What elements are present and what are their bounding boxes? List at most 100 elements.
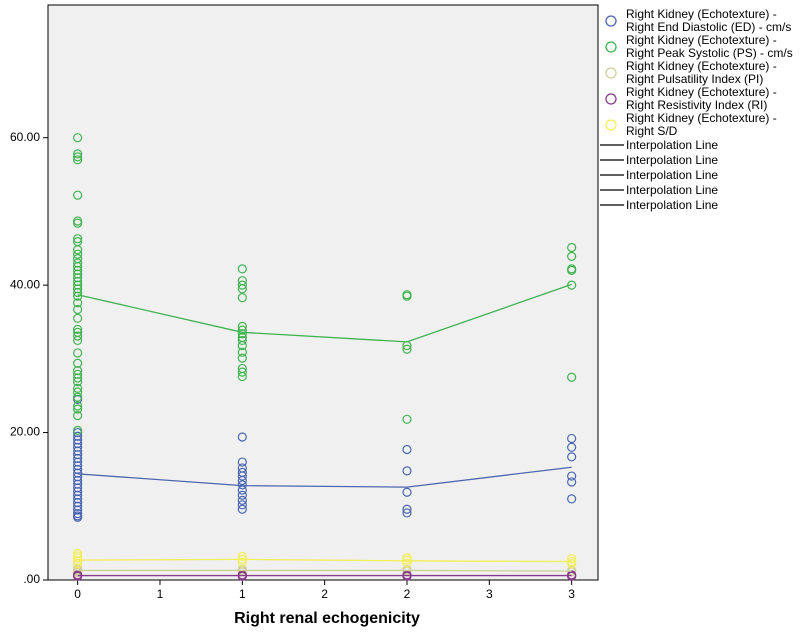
point [567, 433, 577, 444]
point [73, 155, 83, 165]
point [73, 335, 83, 346]
interpolation-line [77, 558, 572, 563]
legend-marker [605, 118, 617, 131]
legend-marker [605, 92, 617, 105]
point [73, 133, 83, 143]
point [567, 565, 577, 576]
legend-icon [600, 174, 624, 176]
point [567, 494, 577, 504]
legend-icon [605, 118, 617, 131]
point [73, 269, 83, 279]
point [73, 446, 83, 456]
point [237, 432, 247, 442]
point [237, 500, 247, 510]
point [73, 280, 83, 290]
point [567, 452, 577, 462]
point [73, 442, 83, 452]
point [567, 265, 577, 275]
point [73, 287, 83, 298]
point [567, 477, 577, 487]
y-tick-label: 20.00 [10, 425, 40, 439]
point [73, 490, 83, 500]
point [73, 258, 83, 268]
legend-entry: Right Kidney (Echotexture) - Right End D… [600, 8, 798, 33]
point [402, 414, 412, 424]
legend-label: Right Kidney (Echotexture) - Right Pulsa… [626, 59, 777, 86]
point [73, 461, 83, 471]
point [567, 372, 577, 382]
point [237, 504, 247, 514]
point [73, 483, 83, 493]
point [73, 387, 83, 397]
point [237, 471, 247, 481]
point [237, 475, 247, 486]
x-tick-label: 0 [74, 587, 81, 601]
point [567, 442, 577, 452]
point [73, 486, 83, 497]
point [237, 329, 247, 339]
y-tick-label: .00 [23, 572, 40, 586]
point [73, 298, 83, 308]
point [567, 251, 577, 261]
point [73, 453, 83, 463]
point [567, 242, 577, 253]
legend-marker [605, 40, 617, 53]
x-tick-label: 3 [486, 587, 493, 601]
legend-marker [605, 14, 617, 27]
legend-label: Interpolation Line [626, 182, 719, 197]
legend-marker [605, 66, 617, 79]
legend-entry: Interpolation Line [600, 153, 798, 167]
point [73, 435, 83, 445]
point [567, 554, 577, 564]
interpolation-line [77, 283, 572, 343]
point [402, 553, 412, 563]
point [73, 464, 83, 475]
y-tick-label: 40.00 [10, 277, 40, 291]
point [73, 324, 83, 334]
legend-label: Right Kidney (Echotexture) - Right End D… [626, 7, 792, 34]
legend: Right Kidney (Echotexture) - Right End D… [600, 8, 798, 213]
x-axis-title: Right renal echogenicity [234, 610, 420, 627]
point [237, 335, 247, 346]
point [402, 508, 412, 518]
legend-icon [605, 14, 617, 27]
point [73, 366, 83, 376]
point [73, 468, 83, 478]
point [237, 457, 247, 467]
plot-area [47, 4, 599, 581]
point [73, 475, 83, 486]
point [73, 218, 83, 228]
y-tick-label: 60.00 [10, 130, 40, 144]
point [73, 401, 83, 411]
point [237, 280, 247, 290]
point [73, 404, 83, 414]
legend-icon [600, 204, 624, 206]
point [73, 358, 83, 368]
legend-entry: Right Kidney (Echotexture) - Right Resis… [600, 86, 798, 111]
point [73, 494, 83, 504]
legend-entry: Interpolation Line [600, 183, 798, 197]
interpolation-line [77, 466, 572, 488]
x-tick-label: 1 [239, 587, 246, 601]
point [402, 344, 412, 354]
legend-icon [600, 189, 624, 191]
legend-label: Interpolation Line [626, 197, 719, 212]
point [73, 313, 83, 323]
point [73, 265, 83, 275]
point [73, 273, 83, 283]
legend-label: Interpolation Line [626, 167, 719, 182]
point [402, 565, 412, 575]
point [73, 501, 83, 511]
legend-icon [600, 159, 624, 161]
x-tick-label: 1 [157, 587, 164, 601]
point [73, 377, 83, 387]
legend-label: Interpolation Line [626, 152, 719, 167]
point [73, 190, 83, 200]
point [73, 505, 83, 515]
point [73, 392, 83, 402]
legend-icon [605, 92, 617, 105]
legend-label: Interpolation Line [626, 137, 719, 152]
point [73, 149, 83, 159]
